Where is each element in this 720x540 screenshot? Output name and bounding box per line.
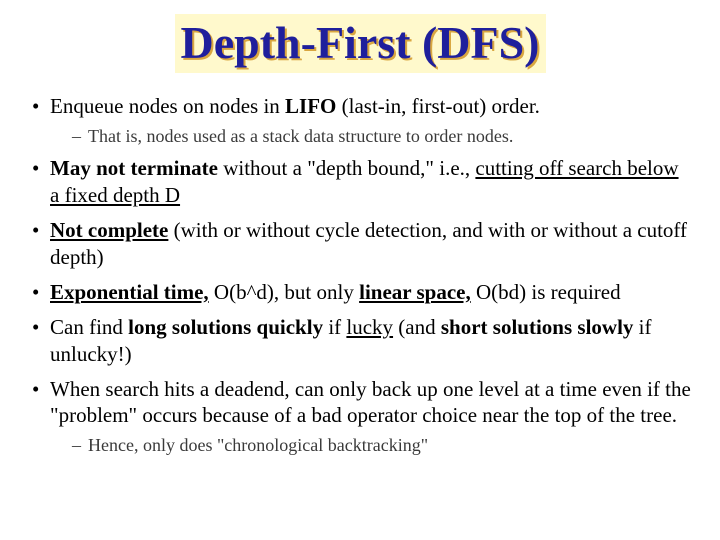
text-bold-underline: Exponential time, bbox=[50, 280, 209, 304]
text: Enqueue nodes on nodes in bbox=[50, 94, 285, 118]
text: (and bbox=[393, 315, 441, 339]
bullet-item: When search hits a deadend, can only bac… bbox=[32, 376, 692, 457]
text: O(bd) is required bbox=[471, 280, 621, 304]
text: Can find bbox=[50, 315, 128, 339]
text-underline: lucky bbox=[346, 315, 393, 339]
text: Hence, only does "chronological backtrac… bbox=[88, 435, 428, 455]
bullet-item: Can find long solutions quickly if lucky… bbox=[32, 314, 692, 368]
bullet-list: Enqueue nodes on nodes in LIFO (last-in,… bbox=[28, 93, 692, 457]
text-bold: long solutions quickly bbox=[128, 315, 323, 339]
slide: Depth-First (DFS) Enqueue nodes on nodes… bbox=[0, 0, 720, 540]
text: without a "depth bound," i.e., bbox=[218, 156, 475, 180]
slide-title: Depth-First (DFS) bbox=[175, 14, 546, 73]
text: if bbox=[323, 315, 346, 339]
bullet-item: May not terminate without a "depth bound… bbox=[32, 155, 692, 209]
text-bold-underline: Not complete bbox=[50, 218, 168, 242]
bullet-item: Not complete (with or without cycle dete… bbox=[32, 217, 692, 271]
text-bold-underline: linear space, bbox=[359, 280, 471, 304]
text-bold: LIFO bbox=[285, 94, 336, 118]
text: O(b^d), but only bbox=[209, 280, 359, 304]
text: (last-in, first-out) order. bbox=[336, 94, 540, 118]
sub-bullet-item: That is, nodes used as a stack data stru… bbox=[72, 125, 692, 148]
bullet-item: Enqueue nodes on nodes in LIFO (last-in,… bbox=[32, 93, 692, 147]
sub-list: That is, nodes used as a stack data stru… bbox=[50, 125, 692, 148]
title-wrap: Depth-First (DFS) bbox=[28, 8, 692, 87]
sub-list: Hence, only does "chronological backtrac… bbox=[50, 434, 692, 457]
text-bold: short solutions slowly bbox=[441, 315, 634, 339]
text-bold: May not terminate bbox=[50, 156, 218, 180]
bullet-item: Exponential time, O(b^d), but only linea… bbox=[32, 279, 692, 306]
text: When search hits a deadend, can only bac… bbox=[50, 377, 691, 428]
sub-bullet-item: Hence, only does "chronological backtrac… bbox=[72, 434, 692, 457]
text: That is, nodes used as a stack data stru… bbox=[88, 126, 513, 146]
